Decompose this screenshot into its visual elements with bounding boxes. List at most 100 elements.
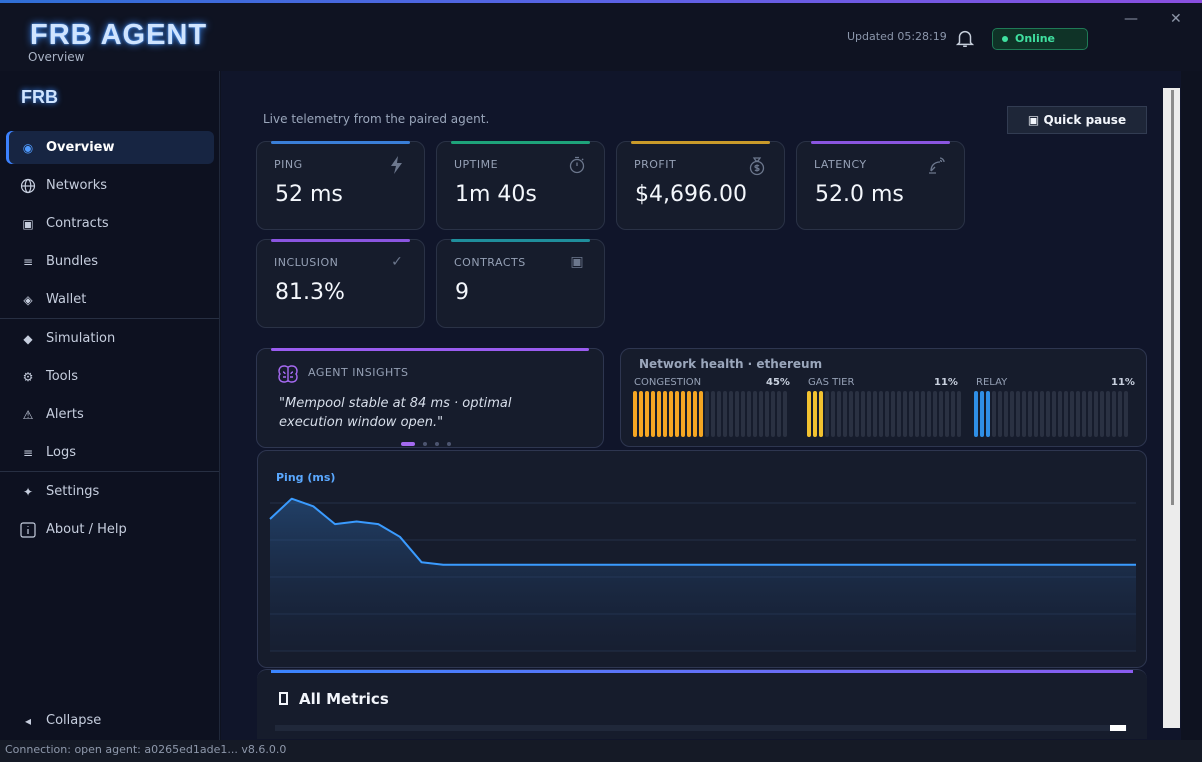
- gauge-tick: [1058, 391, 1062, 437]
- chart-point: [875, 564, 877, 566]
- gauge-tick: [735, 391, 739, 437]
- sidebar-item-alerts[interactable]: ⚠ Alerts: [6, 398, 214, 431]
- sidebar-item-label: Simulation: [46, 331, 116, 346]
- page-subtitle: Live telemetry from the paired agent.: [263, 112, 490, 126]
- chart-title: Ping (ms): [276, 471, 336, 484]
- gauge-tick: [639, 391, 643, 437]
- chart-point: [680, 564, 682, 566]
- chart-point: [486, 564, 488, 566]
- sidebar-item-settings[interactable]: ✦ Settings: [6, 475, 214, 508]
- main-scrollbar-thumb[interactable]: [1171, 90, 1174, 505]
- gauge-tick: [1094, 391, 1098, 437]
- chart-point: [1135, 564, 1137, 566]
- gauge-tick: [663, 391, 667, 437]
- gauge-tick: [723, 391, 727, 437]
- sidebar: FRB ◉ Overview Networks ▣ Contracts ≡ Bu…: [0, 71, 220, 740]
- gauge-tick: [1118, 391, 1122, 437]
- gauge-tick: [783, 391, 787, 437]
- sidebar-item-overview[interactable]: ◉ Overview: [6, 131, 214, 164]
- insights-title: AGENT INSIGHTS: [308, 366, 409, 379]
- metric-card-contracts: CONTRACTS 9 ▣: [436, 239, 605, 328]
- gauge-tick: [855, 391, 859, 437]
- gauge-tick: [819, 391, 823, 437]
- gauge-tick: [633, 391, 637, 437]
- gauge-tick: [992, 391, 996, 437]
- bell-icon[interactable]: [954, 27, 976, 49]
- gauge-tick: [669, 391, 673, 437]
- chart-point: [421, 561, 423, 563]
- gauge-pct-gas-tier: 11%: [934, 377, 958, 388]
- gauge-tick: [861, 391, 865, 437]
- brain-icon: [278, 365, 298, 383]
- gauge-tick: [687, 391, 691, 437]
- collapse-button[interactable]: ◂ Collapse: [6, 704, 214, 737]
- chart-point: [1113, 564, 1115, 566]
- diamond-filled-icon: ◆: [23, 332, 33, 346]
- card-accent-bar: [451, 141, 590, 144]
- carousel-dots[interactable]: [401, 431, 459, 450]
- network-health-card: Network health · ethereum CONGESTION 45%…: [620, 348, 1147, 447]
- table-header-strip: [275, 725, 1127, 731]
- check-icon: ✓: [391, 254, 403, 270]
- sidebar-item-logs[interactable]: ≡ Logs: [6, 436, 214, 469]
- gauge-tick: [747, 391, 751, 437]
- sidebar-item-wallet[interactable]: ◈ Wallet: [6, 283, 214, 316]
- sidebar-item-contracts[interactable]: ▣ Contracts: [6, 207, 214, 240]
- chart-point: [637, 564, 639, 566]
- chart-point: [507, 564, 509, 566]
- gauge-tick: [657, 391, 661, 437]
- gauge-tick: [980, 391, 984, 437]
- chart-point: [442, 564, 444, 566]
- sidebar-item-bundles[interactable]: ≡ Bundles: [6, 245, 214, 278]
- gauge-pct-relay: 11%: [1111, 377, 1135, 388]
- minimize-button[interactable]: —: [1124, 11, 1138, 27]
- sidebar-item-tools[interactable]: ⚙ Tools: [6, 360, 214, 393]
- sidebar-item-about-help[interactable]: About / Help: [6, 513, 214, 546]
- gauge-tick: [933, 391, 937, 437]
- sidebar-item-label: Overview: [46, 140, 115, 155]
- card-accent-bar: [631, 141, 770, 144]
- close-button[interactable]: ✕: [1170, 11, 1182, 27]
- sidebar-item-simulation[interactable]: ◆ Simulation: [6, 322, 214, 355]
- gauge-label-congestion: CONGESTION: [634, 377, 702, 388]
- gauge-tick: [1052, 391, 1056, 437]
- gauge-tick: [711, 391, 715, 437]
- gauge-tick: [681, 391, 685, 437]
- square-icon: ▣: [570, 254, 584, 270]
- gauge-tick: [837, 391, 841, 437]
- chart-point: [615, 564, 617, 566]
- gauge-tick: [777, 391, 781, 437]
- gauge-tick: [705, 391, 709, 437]
- gauge-tick: [998, 391, 1002, 437]
- card-value: 52 ms: [275, 182, 343, 207]
- gauge-tick: [945, 391, 949, 437]
- gauge-tick: [849, 391, 853, 437]
- chart-point: [356, 521, 358, 523]
- chart-point: [767, 564, 769, 566]
- gauge-tick: [1088, 391, 1092, 437]
- app-subtitle: Overview: [28, 50, 85, 64]
- gauge-tick: [675, 391, 679, 437]
- gauge-tick: [1028, 391, 1032, 437]
- chart-point: [810, 564, 812, 566]
- chart-point: [334, 523, 336, 525]
- gauge-tick: [909, 391, 913, 437]
- card-accent-bar: [451, 239, 590, 242]
- quick-pause-label: Quick pause: [1043, 113, 1127, 127]
- chart-point: [269, 518, 271, 520]
- quick-pause-button[interactable]: ▣ Quick pause: [1007, 106, 1147, 134]
- gear-icon: ⚙: [22, 370, 34, 384]
- chart-point: [789, 564, 791, 566]
- chart-point: [962, 564, 964, 566]
- gauge-tick: [1076, 391, 1080, 437]
- chart-point: [1070, 564, 1072, 566]
- card-label: CONTRACTS: [454, 256, 526, 269]
- gauge-tick: [717, 391, 721, 437]
- status-dot-icon: [1002, 36, 1008, 42]
- metric-card-profit: PROFIT $4,696.00: [616, 141, 785, 230]
- chart-series-line-ping: [269, 497, 1136, 566]
- gauge-label-gas-tier: GAS TIER: [808, 377, 855, 388]
- network-health-title: Network health · ethereum: [639, 357, 823, 371]
- globe-icon: [20, 178, 36, 194]
- sidebar-item-networks[interactable]: Networks: [6, 169, 214, 202]
